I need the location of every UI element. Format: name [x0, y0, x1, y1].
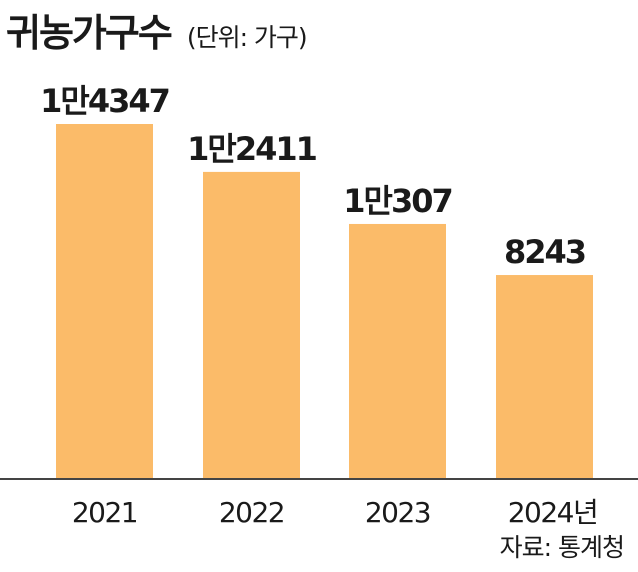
- bar-2023: [349, 223, 446, 479]
- value-label: 1만2411: [187, 130, 317, 168]
- x-tick-label: 2022: [219, 496, 284, 529]
- chart-title: 귀농가구수: [6, 11, 173, 55]
- chart-header: 귀농가구수 (단위: 가구): [6, 2, 308, 55]
- x-tick-label: 2024년: [508, 496, 598, 529]
- x-tick-label: 2021: [72, 496, 137, 529]
- value-label: 1만4347: [40, 82, 169, 120]
- x-tick-label: 2023: [365, 496, 430, 529]
- unit-note: (단위: 가구): [186, 23, 308, 52]
- bar-2024: [496, 275, 593, 479]
- bars-group: [56, 124, 593, 479]
- source-note: 자료: 통계청: [499, 533, 625, 562]
- value-labels-group: 1만4347 1만2411 1만307 8243: [40, 82, 587, 271]
- x-tick-labels-group: 2021 2022 2023 2024년: [72, 496, 599, 529]
- value-label: 8243: [504, 233, 585, 271]
- value-label: 1만307: [343, 182, 452, 220]
- bar-2022: [203, 171, 300, 479]
- bar-2021: [56, 124, 153, 479]
